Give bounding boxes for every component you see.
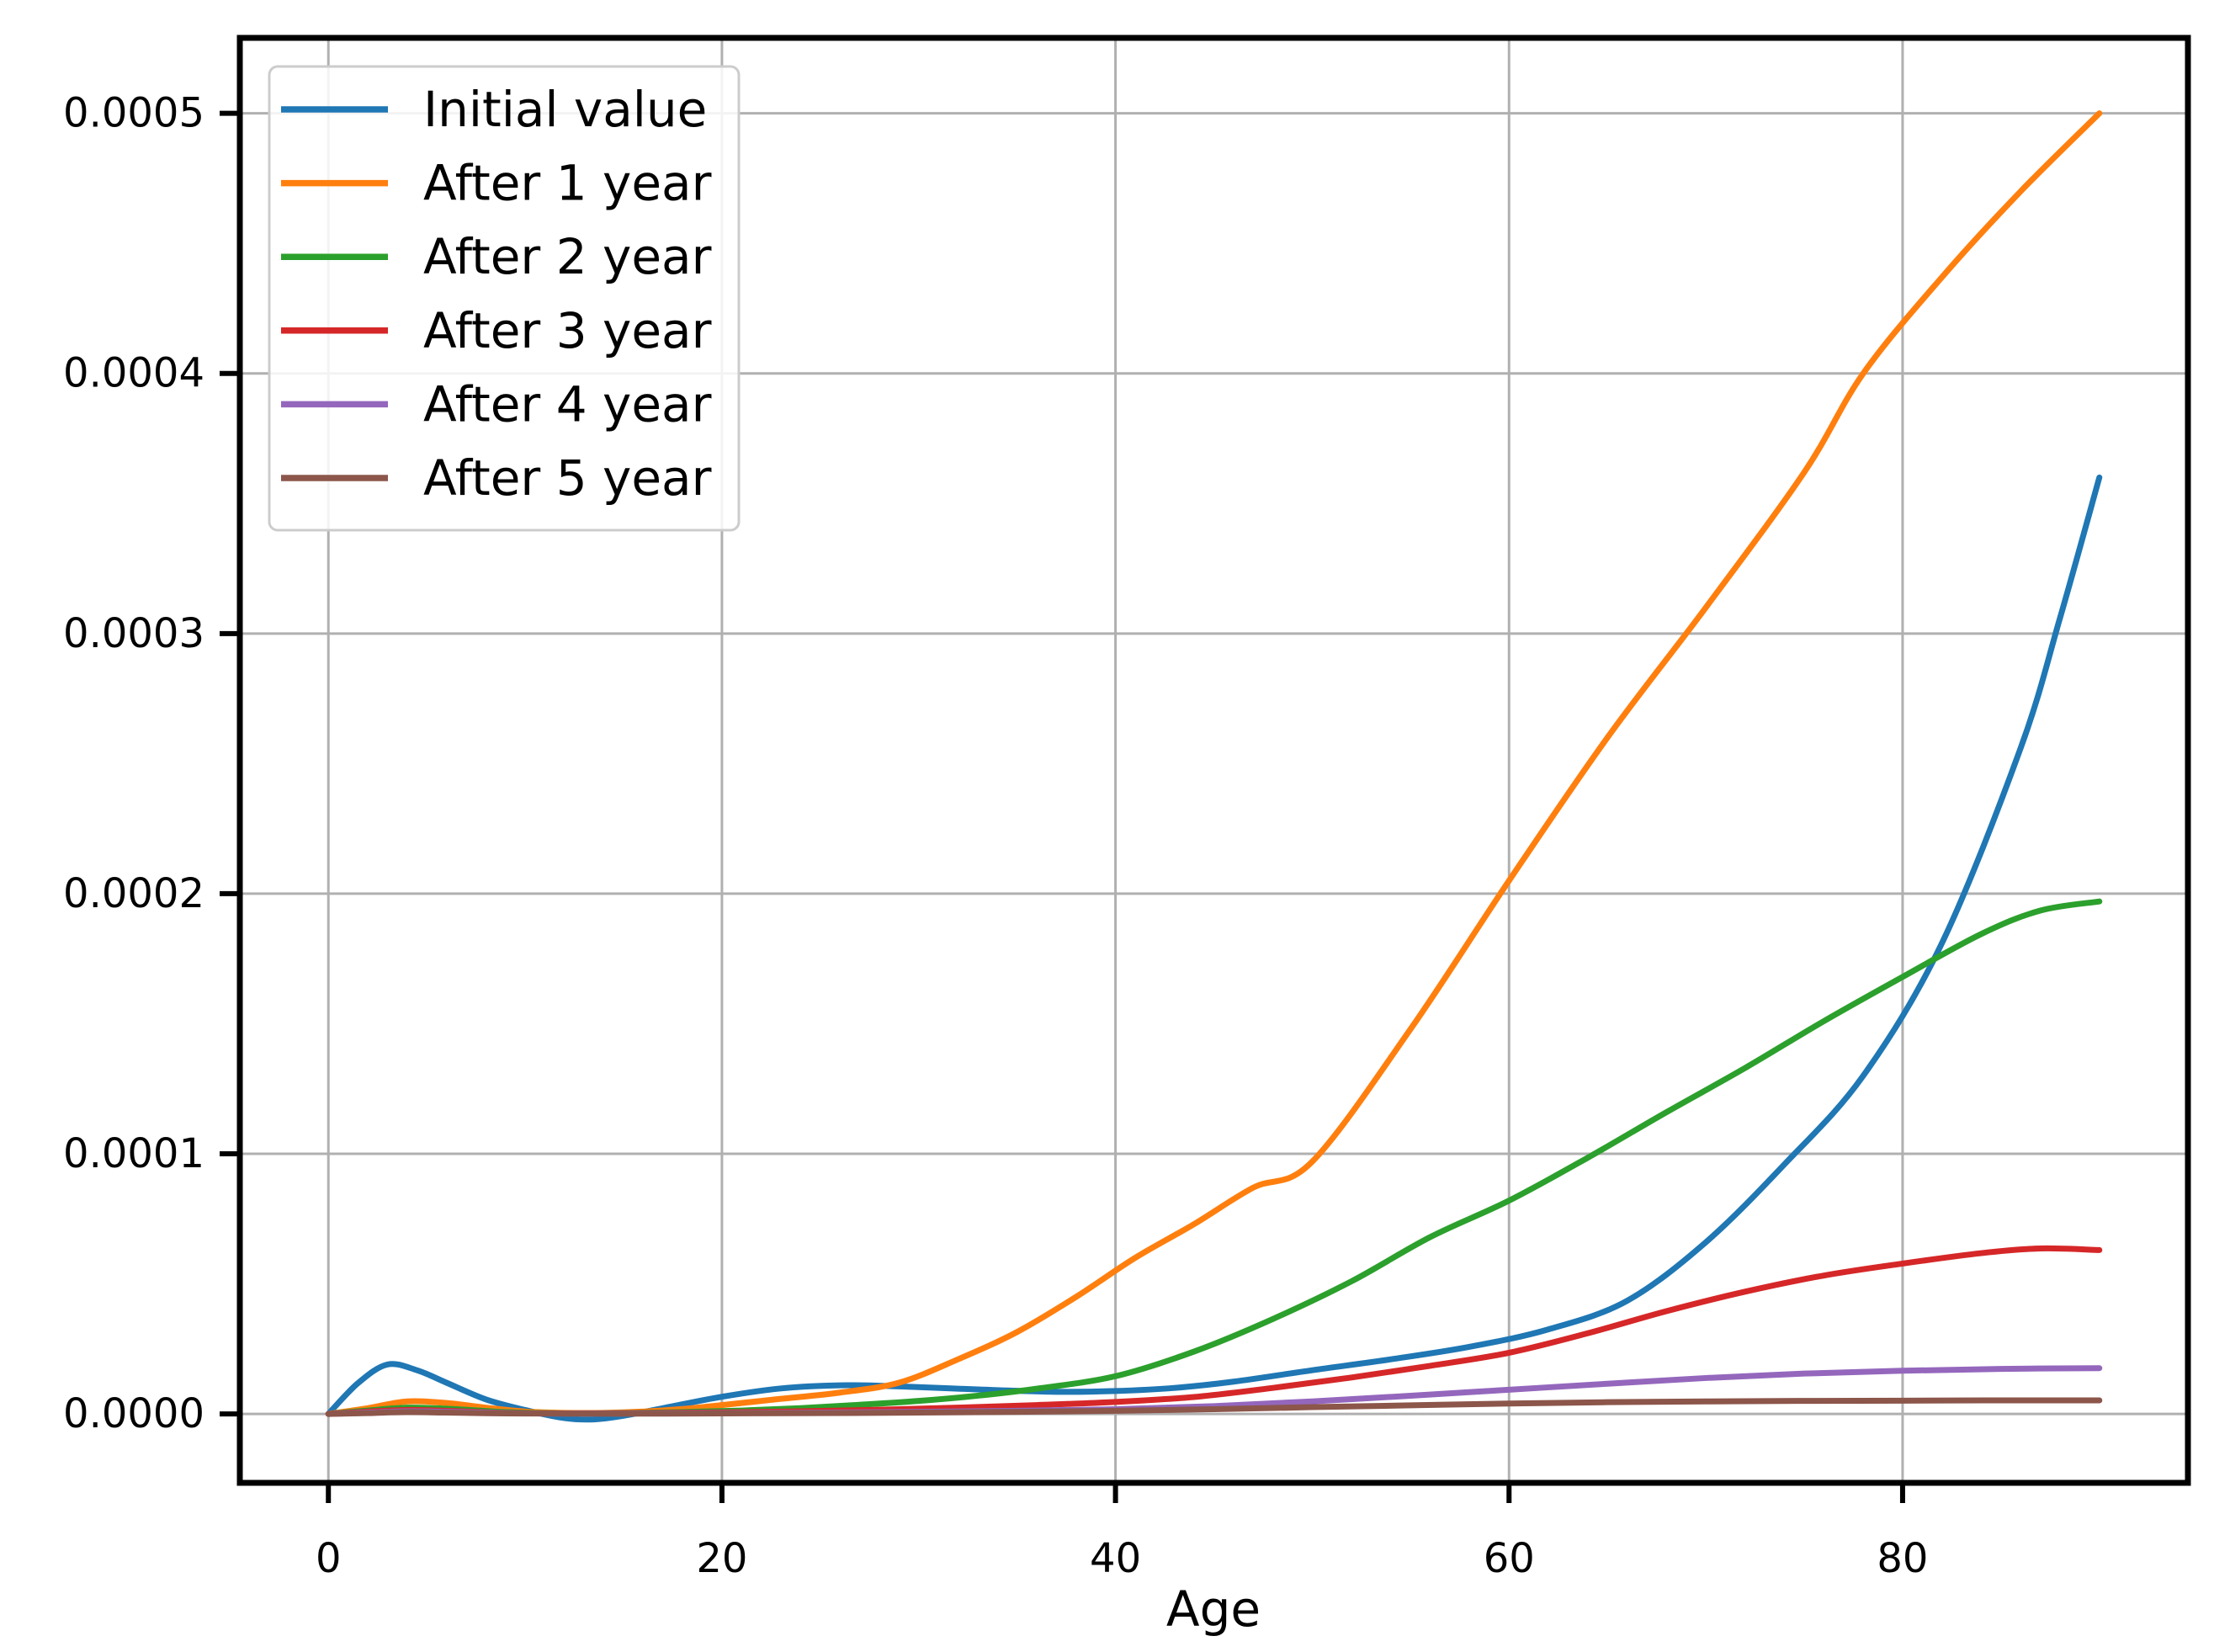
legend-item: Initial value — [281, 81, 707, 138]
axis-ticks — [220, 110, 1905, 1503]
series-line-after-5-year — [325, 1397, 2103, 1417]
legend-label: After 2 year — [423, 228, 712, 285]
x-tick-label: 60 — [1484, 1535, 1535, 1582]
x-tick-label: 80 — [1877, 1535, 1928, 1582]
legend-item: After 4 year — [281, 375, 712, 433]
legend-label: Initial value — [423, 81, 707, 138]
legend: Initial value After 1 year After 2 year Aft… — [268, 65, 741, 532]
plot-curves — [325, 110, 2103, 1423]
y-tick-label: 0.0003 — [63, 610, 204, 657]
y-tick-label: 0.0002 — [63, 870, 204, 917]
legend-item: After 2 year — [281, 228, 712, 285]
legend-label: After 4 year — [423, 375, 712, 433]
y-tick-label: 0.0000 — [63, 1390, 204, 1437]
x-tick-label: 40 — [1090, 1535, 1141, 1582]
y-tick-label: 0.0005 — [63, 90, 204, 137]
legend-item: After 3 year — [281, 302, 712, 359]
legend-item: After 5 year — [281, 449, 712, 507]
y-tick-label: 0.0001 — [63, 1130, 204, 1177]
legend-label: After 5 year — [423, 449, 712, 507]
x-tick-label: 0 — [316, 1535, 342, 1582]
legend-label: After 1 year — [423, 155, 712, 212]
axis-tick-labels: 0 20 40 60 80 0.0000 0.0001 0.0002 0.0003 0.0004 0… — [63, 90, 1928, 1582]
y-tick-label: 0.0004 — [63, 350, 204, 397]
x-tick-label: 20 — [696, 1535, 747, 1582]
legend-label: After 3 year — [423, 302, 712, 359]
legend-item: After 1 year — [281, 155, 712, 212]
axes-spines — [236, 35, 2191, 1486]
x-axis-label: Age — [1166, 1580, 1261, 1638]
